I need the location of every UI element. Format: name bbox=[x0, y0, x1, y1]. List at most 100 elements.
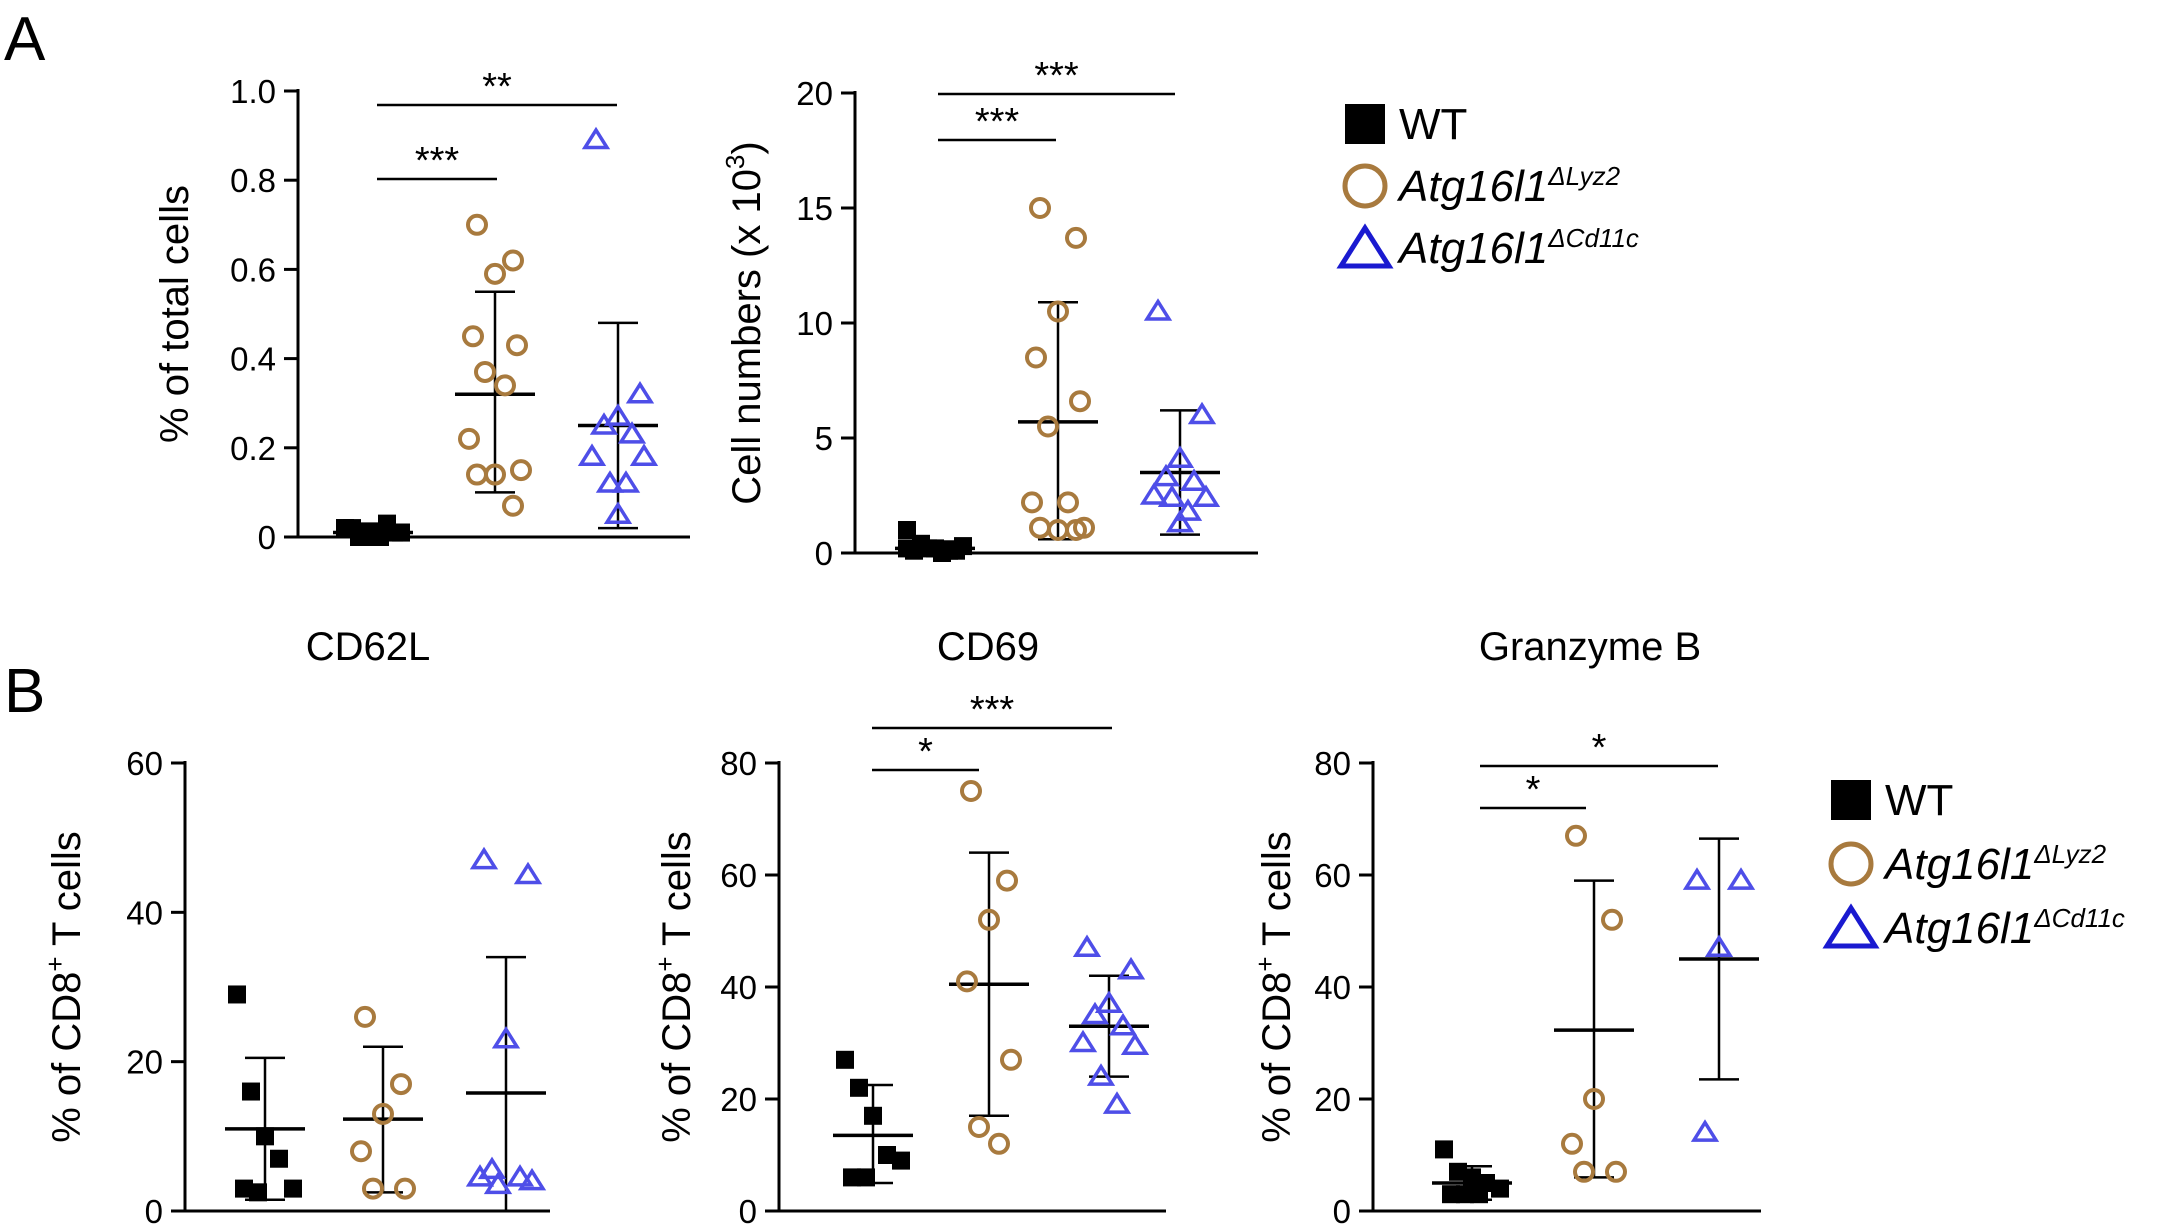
y-tick-label: 60 bbox=[126, 745, 163, 782]
data-point-lyz2 bbox=[1561, 1132, 1583, 1155]
legend-marker-triangle bbox=[1336, 223, 1394, 269]
y-tick-label: 20 bbox=[126, 1044, 163, 1081]
data-point-lyz2 bbox=[1029, 516, 1051, 539]
legend-entry-wt: WT bbox=[1345, 100, 1467, 149]
chart-title-cd69: CD69 bbox=[937, 625, 1039, 669]
data-point-lyz2 bbox=[1573, 1160, 1595, 1183]
data-point-cd11c bbox=[469, 846, 499, 870]
data-point-lyz2 bbox=[354, 1005, 376, 1028]
data-point-lyz2 bbox=[1065, 519, 1087, 541]
y-tick-label: 20 bbox=[1314, 1081, 1351, 1118]
significance-label: *** bbox=[415, 140, 460, 182]
data-point-cd11c bbox=[513, 861, 543, 885]
data-point-wt bbox=[392, 523, 410, 542]
data-point-cd11c bbox=[1151, 463, 1181, 487]
chart-cd62l: 0 20 40 60 % of CD8+ T cells CD62L bbox=[40, 625, 550, 1230]
data-point-wt bbox=[249, 1183, 267, 1202]
data-point-cd11c bbox=[491, 1025, 521, 1049]
significance-label: *** bbox=[970, 689, 1015, 731]
data-point-wt bbox=[898, 521, 916, 539]
data-point-cd11c bbox=[517, 1167, 547, 1191]
legend-label: Atg16l1ΔCd11c bbox=[1882, 903, 2125, 953]
data-point-cd11c bbox=[1690, 1119, 1720, 1142]
y-tick-label: 0.8 bbox=[230, 162, 276, 199]
data-point-cd11c bbox=[1682, 867, 1712, 890]
data-point-cd11c bbox=[589, 412, 619, 435]
data-point-cd11c bbox=[1094, 990, 1124, 1014]
data-point-wt bbox=[1442, 1185, 1460, 1204]
significance-label: * bbox=[1592, 727, 1607, 769]
legend-entry-lyz2: Atg16l1ΔLyz2 bbox=[1828, 839, 2107, 889]
legend-marker-square bbox=[1345, 104, 1385, 144]
data-point-wt bbox=[878, 1146, 896, 1164]
data-point-cd11c bbox=[603, 403, 633, 426]
data-point-cd11c bbox=[1165, 509, 1195, 533]
data-point-cd11c bbox=[1157, 484, 1187, 508]
group-cd11c bbox=[1679, 837, 1759, 1142]
y-tick-label: 15 bbox=[796, 190, 833, 227]
significance-label: *** bbox=[975, 101, 1020, 143]
data-point-lyz2 bbox=[502, 249, 524, 272]
data-point-wt bbox=[364, 528, 382, 546]
data-point-lyz2 bbox=[1021, 491, 1043, 514]
group-wt bbox=[333, 514, 413, 546]
legend-label: Atg16l1ΔCd11c bbox=[1396, 223, 1639, 273]
data-point-cd11c bbox=[595, 470, 625, 493]
data-point-cd11c bbox=[1165, 445, 1195, 468]
data-point-cd11c bbox=[1068, 1029, 1098, 1053]
data-point-lyz2 bbox=[1047, 300, 1069, 323]
chart-title-granzyme-b: Granzyme B bbox=[1479, 625, 1701, 669]
significance-label: * bbox=[918, 731, 933, 773]
group-wt bbox=[895, 521, 975, 562]
group-wt bbox=[1432, 1140, 1512, 1204]
legend-entry-cd11c: Atg16l1ΔCd11c bbox=[1336, 223, 1639, 273]
data-point-lyz2 bbox=[1601, 908, 1623, 931]
data-point-cd11c bbox=[625, 380, 655, 404]
data-point-wt bbox=[836, 1050, 854, 1069]
data-point-cd11c bbox=[1080, 1001, 1110, 1025]
data-point-lyz2 bbox=[1029, 197, 1051, 219]
data-point-cd11c bbox=[1139, 482, 1169, 505]
data-point-lyz2 bbox=[1565, 824, 1587, 847]
data-point-wt bbox=[857, 1168, 875, 1187]
group-lyz2 bbox=[1554, 824, 1634, 1183]
data-point-wt bbox=[336, 519, 354, 538]
chart-granzyme-b: 0 20 40 60 80 % of CD8+ T cells Granzyme B * * bbox=[1250, 625, 1761, 1230]
data-point-wt bbox=[1435, 1140, 1453, 1159]
legend-label: Atg16l1ΔLyz2 bbox=[1882, 839, 2107, 889]
data-point-lyz2 bbox=[1583, 1088, 1605, 1110]
group-lyz2 bbox=[1018, 197, 1098, 541]
data-point-lyz2 bbox=[1057, 491, 1079, 514]
data-point-cd11c bbox=[465, 1164, 495, 1187]
y-axis-label: % of CD8+ T cells bbox=[650, 831, 699, 1143]
data-point-lyz2 bbox=[1025, 346, 1047, 369]
group-cd11c bbox=[577, 126, 659, 530]
data-point-lyz2 bbox=[1000, 1048, 1022, 1071]
y-tick-label: 10 bbox=[796, 305, 833, 342]
data-point-cd11c bbox=[1179, 468, 1209, 491]
data-point-cd11c bbox=[1102, 1091, 1132, 1114]
data-point-lyz2 bbox=[1605, 1160, 1627, 1183]
chart-cell-numbers: 0 5 10 15 20 Cell numbers (x 103) *** *** bbox=[720, 55, 1258, 572]
y-tick-label: 20 bbox=[720, 1081, 757, 1118]
chart-percent-total-cells: 00.20.40.60.81.0% of total cells***** bbox=[153, 66, 690, 556]
data-point-cd11c bbox=[1120, 1032, 1150, 1056]
y-tick-label: 40 bbox=[720, 969, 757, 1006]
legend-label: Atg16l1ΔLyz2 bbox=[1396, 161, 1621, 211]
data-point-cd11c bbox=[1072, 934, 1102, 958]
data-point-lyz2 bbox=[506, 334, 528, 357]
group-lyz2 bbox=[455, 213, 535, 517]
data-point-lyz2 bbox=[956, 970, 978, 993]
data-point-wt bbox=[284, 1179, 302, 1198]
data-point-cd11c bbox=[477, 1156, 507, 1180]
data-point-lyz2 bbox=[996, 869, 1018, 892]
panel-label-b: B bbox=[4, 657, 45, 726]
data-point-lyz2 bbox=[494, 374, 516, 397]
data-point-lyz2 bbox=[484, 262, 506, 285]
data-point-wt bbox=[1491, 1179, 1509, 1198]
data-point-wt bbox=[242, 1082, 260, 1101]
data-point-wt bbox=[1470, 1185, 1488, 1204]
y-tick-label: 0.2 bbox=[230, 430, 276, 467]
legend-marker-circle bbox=[1828, 841, 1874, 887]
data-point-lyz2 bbox=[1037, 415, 1059, 438]
